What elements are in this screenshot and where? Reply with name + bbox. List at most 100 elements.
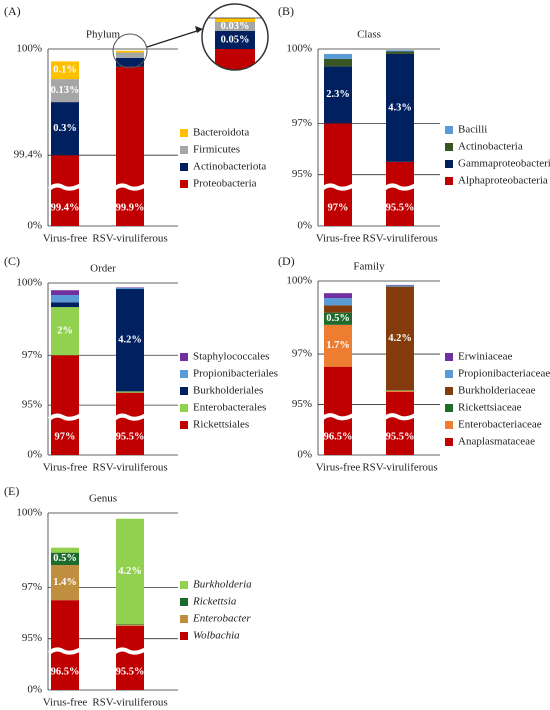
bar-segment xyxy=(386,53,414,162)
value-label: 95.5% xyxy=(386,431,415,442)
bar-segment xyxy=(386,284,414,286)
bar-segment xyxy=(386,390,414,392)
value-label: 96.5% xyxy=(51,666,80,677)
bar-segment xyxy=(386,390,414,391)
axis-break xyxy=(112,647,147,655)
bar-segment xyxy=(116,287,144,288)
x-tick-label: Virus-free xyxy=(43,233,88,245)
y-tick-label: 97% xyxy=(22,581,42,593)
legend-label: Alphaproteobacteria xyxy=(458,175,548,187)
bar-segment xyxy=(324,123,352,226)
bar-segment xyxy=(51,302,79,308)
y-tick-label: 99.4% xyxy=(14,149,42,161)
value-label: 99.4% xyxy=(51,202,80,213)
bar-segment xyxy=(51,307,79,356)
legend-label: Rickettsiales xyxy=(193,419,249,431)
value-label: 4.3% xyxy=(388,102,412,113)
y-tick-label: 100% xyxy=(286,43,312,55)
x-tick-label: RSV-viruliferous xyxy=(92,697,167,709)
bar-segment xyxy=(116,50,144,53)
value-label: 2% xyxy=(57,326,73,337)
legend-label: Actinobacteria xyxy=(458,141,523,153)
bar-segment xyxy=(51,102,79,156)
value-label: 97% xyxy=(328,202,349,213)
x-tick-label: RSV-viruliferous xyxy=(362,233,437,245)
value-label: 96.5% xyxy=(324,431,353,442)
value-label: 99.9% xyxy=(116,202,145,213)
bar-segment xyxy=(324,298,352,306)
bar-segment xyxy=(116,391,144,393)
bar-segment xyxy=(386,161,414,226)
bar-segment xyxy=(116,518,144,625)
legend-swatch xyxy=(180,598,188,606)
legend-swatch xyxy=(180,180,188,188)
y-tick-label: 0% xyxy=(27,684,42,696)
inset-border xyxy=(201,3,269,71)
bar-segment xyxy=(51,600,79,690)
y-tick-label: 95% xyxy=(22,632,42,644)
value-label: 4.2% xyxy=(118,566,142,577)
inset-segment xyxy=(215,31,255,49)
legend-label: Proteobacteria xyxy=(193,178,257,190)
legend-swatch xyxy=(180,404,188,412)
bar-segment xyxy=(116,289,144,392)
inset-segment xyxy=(215,22,255,31)
bar-segment xyxy=(51,290,79,296)
inset-value-label: 0.03% xyxy=(221,21,250,32)
value-label: 95.5% xyxy=(386,202,415,213)
y-tick-label: 100% xyxy=(16,277,42,289)
y-tick-label: 95% xyxy=(22,399,42,411)
panel-title: Genus xyxy=(89,493,117,505)
legend-label: Burkholderiaceae xyxy=(458,385,536,397)
legend-swatch xyxy=(180,387,188,395)
bar-segment xyxy=(386,286,414,391)
legend-swatch xyxy=(180,129,188,137)
legend-label: Anaplasmataceae xyxy=(458,436,535,448)
y-tick-label: 100% xyxy=(286,275,312,287)
legend-label: Staphylococcales xyxy=(193,351,269,363)
legend-label: Propionibacteriaceae xyxy=(458,368,550,380)
legend-label: Rickettsia xyxy=(192,596,237,608)
legend-label: Bacilli xyxy=(458,124,487,136)
legend-label: Gammaproteobacteria xyxy=(458,158,550,170)
legend-swatch xyxy=(180,421,188,429)
legend-label: Burkholderia xyxy=(193,579,252,591)
x-tick-label: RSV-viruliferous xyxy=(92,462,167,474)
panel-title: Class xyxy=(357,29,381,41)
value-label: 97% xyxy=(55,431,76,442)
bar-segment xyxy=(116,57,144,67)
bar-segment xyxy=(116,287,144,290)
legend-label: Firmicutes xyxy=(193,144,240,156)
bar-segment xyxy=(51,155,79,226)
inset-segment xyxy=(215,49,255,70)
y-tick-label: 97% xyxy=(292,117,312,129)
bar-segment xyxy=(51,79,79,103)
bar-segment xyxy=(386,285,414,287)
y-tick-label: 95% xyxy=(292,398,312,410)
bar-segment xyxy=(51,565,79,601)
bar-segment xyxy=(116,52,144,58)
legend-swatch xyxy=(180,370,188,378)
legend-swatch xyxy=(445,421,453,429)
value-label: 0.5% xyxy=(326,313,350,324)
axis-break xyxy=(47,647,82,655)
legend-swatch xyxy=(180,581,188,589)
legend-swatch xyxy=(445,353,453,361)
bar-segment xyxy=(51,61,79,80)
legend-label: Burkholderiales xyxy=(193,385,263,397)
y-tick-label: 0% xyxy=(27,449,42,461)
legend-label: Enterobacterales xyxy=(193,402,266,414)
legend-label: Enterobacter xyxy=(192,613,251,625)
bar-segment xyxy=(324,324,352,367)
axis-break xyxy=(47,183,82,191)
x-tick-label: Virus-free xyxy=(316,233,361,245)
legend-swatch xyxy=(180,353,188,361)
panel-label: (A) xyxy=(4,4,21,18)
y-tick-label: 0% xyxy=(27,220,42,232)
value-label: 4.2% xyxy=(118,335,142,346)
panel-title: Order xyxy=(90,263,116,275)
panel-label: (B) xyxy=(278,4,294,18)
legend-swatch xyxy=(180,163,188,171)
bar-segment xyxy=(324,366,352,455)
zoom-circle xyxy=(112,33,148,69)
